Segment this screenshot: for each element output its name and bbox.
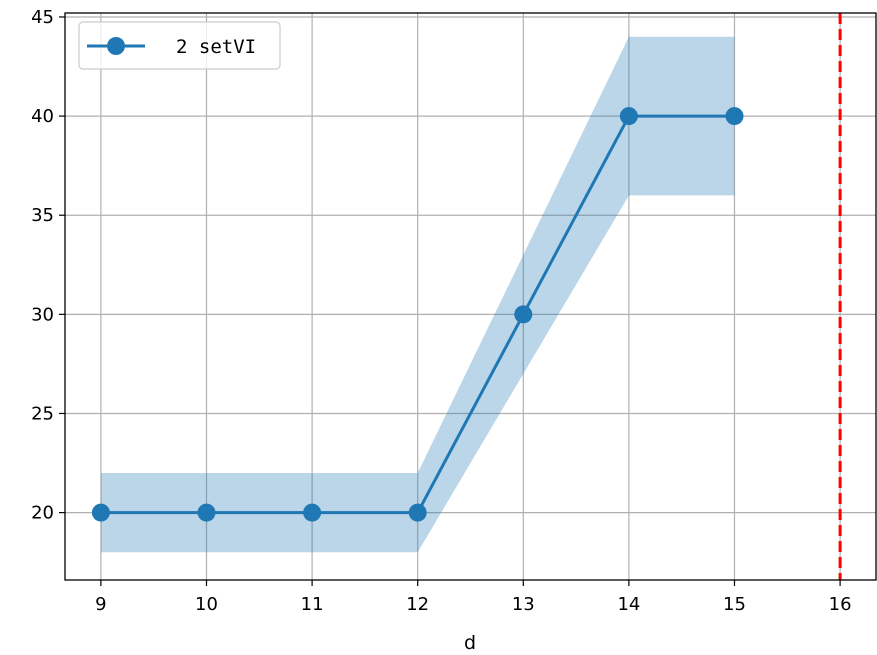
y-tick-label: 35 — [31, 205, 54, 226]
data-point — [619, 107, 638, 126]
x-tick-label: 15 — [723, 594, 746, 615]
x-tick-label: 11 — [301, 594, 324, 615]
axis-ticks: 9 10 11 12 13 14 15 16 20 25 30 35 40 45 — [31, 7, 851, 615]
data-point — [725, 107, 744, 126]
legend-label: 2 setVI — [176, 36, 256, 58]
legend-box — [78, 21, 281, 70]
data-point — [514, 305, 533, 324]
data-point — [303, 503, 322, 522]
data-point — [408, 503, 427, 522]
x-axis-label: d — [464, 632, 476, 654]
data-point — [197, 503, 216, 522]
series-points — [91, 107, 744, 522]
x-tick-label: 10 — [195, 594, 218, 615]
y-tick-label: 45 — [31, 7, 54, 28]
legend: 2 setVI — [78, 21, 281, 70]
data-point — [91, 503, 110, 522]
x-tick-label: 14 — [617, 594, 640, 615]
x-tick-label: 16 — [829, 594, 852, 615]
x-tick-label: 13 — [512, 594, 535, 615]
confidence-bands — [100, 36, 735, 553]
y-tick-label: 40 — [31, 106, 54, 127]
confidence-band — [100, 36, 735, 553]
y-tick-label: 20 — [31, 503, 54, 524]
x-tick-label: 9 — [95, 594, 106, 615]
plot-frame — [64, 12, 877, 581]
x-tick-label: 12 — [406, 594, 429, 615]
legend-marker — [107, 37, 125, 55]
y-tick-label: 25 — [31, 403, 54, 424]
y-tick-label: 30 — [31, 304, 54, 325]
